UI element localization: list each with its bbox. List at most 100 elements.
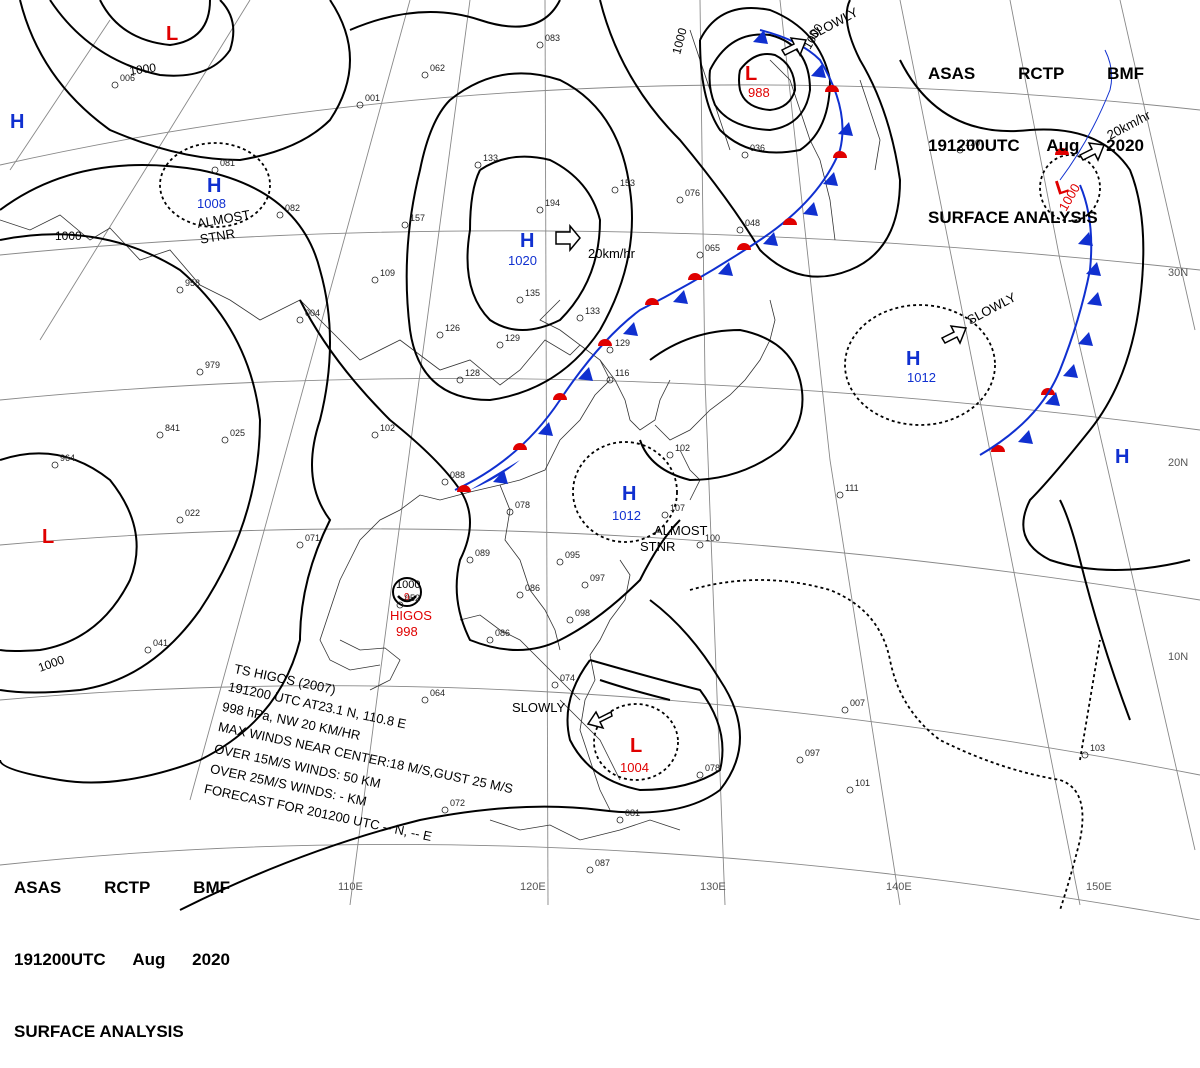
station-symbol <box>176 516 184 524</box>
station-symbol <box>474 161 482 169</box>
station-symbol <box>144 646 152 654</box>
cold-front-triangle <box>538 422 553 436</box>
arrow-icon <box>940 325 968 345</box>
warm-front-semicircle <box>783 218 797 225</box>
station-symbol <box>436 331 444 339</box>
storm-isobar-value: 1000 <box>396 579 420 591</box>
warm-front-semicircles <box>457 85 1069 492</box>
cold-front-triangle <box>803 202 818 216</box>
station-pressure-value: 109 <box>380 268 395 278</box>
high-pressure-label: H <box>906 348 920 370</box>
station-pressure-value: 098 <box>575 608 590 618</box>
station-pressure-value: 101 <box>855 778 870 788</box>
cold-front-triangle <box>1018 430 1033 444</box>
low-pressure-label: L <box>42 526 54 548</box>
station-pressure-value: 135 <box>525 288 540 298</box>
station-pressure-value: 062 <box>430 63 445 73</box>
cold-front-triangle <box>1078 232 1093 246</box>
station-pressure-value: 129 <box>505 333 520 343</box>
cold-front-triangle <box>578 367 593 381</box>
station-symbol <box>796 756 804 764</box>
station-symbol <box>551 681 559 689</box>
station-pressure-value: 078 <box>705 763 720 773</box>
station-symbol <box>371 276 379 284</box>
title-agency: ASAS <box>928 64 976 83</box>
dashed-isobars <box>159 142 1101 911</box>
warm-front-semicircle <box>598 339 612 346</box>
low-pressure-value: 988 <box>748 85 770 100</box>
warm-front-semicircle <box>457 485 471 492</box>
station-pressure-value: 065 <box>705 243 720 253</box>
station-pressure-value: 133 <box>585 306 600 316</box>
station-pressure-value: 007 <box>850 698 865 708</box>
cold-front-triangle <box>1078 332 1093 346</box>
station-symbol <box>736 226 744 234</box>
station-symbol <box>396 601 404 609</box>
east-front <box>979 49 1113 456</box>
high-pressure-label: H <box>207 175 221 197</box>
station-symbol <box>741 151 749 159</box>
title-block-bottom-left: ASAS RCTP BMF 191200UTC Aug 2020 SURFACE ANA… <box>14 828 230 1068</box>
station-symbol <box>401 221 409 229</box>
isobars <box>0 0 1191 911</box>
low-pressure-value: 1004 <box>620 760 649 775</box>
station-pressure-value: 097 <box>805 748 820 758</box>
tropical-storm-symbol: 1000 9 HIGOS 998 <box>390 577 432 639</box>
station-symbol <box>196 368 204 376</box>
svg-text:140E: 140E <box>886 881 912 893</box>
station-symbol <box>371 431 379 439</box>
station-pressure-value: 086 <box>525 583 540 593</box>
station-pressure-value: 081 <box>625 808 640 818</box>
station-pressure-value: 088 <box>450 470 465 480</box>
high-pressure-value: 1012 <box>907 370 936 385</box>
title-month: Aug <box>132 950 166 969</box>
station-symbol <box>516 591 524 599</box>
station-pressure-value: 153 <box>620 178 635 188</box>
station-pressure-value: 133 <box>483 153 498 163</box>
warm-front-semicircle <box>688 273 702 280</box>
station-symbol <box>296 316 304 324</box>
graticule <box>0 0 1200 920</box>
station-symbol <box>456 376 464 384</box>
station-pressure-value: 036 <box>750 143 765 153</box>
station-pressure-value: 964 <box>60 453 75 463</box>
station-pressure-value: 004 <box>305 308 320 318</box>
station-symbol <box>676 196 684 204</box>
title-agency: ASAS <box>14 878 62 897</box>
title-year: 2020 <box>192 950 230 969</box>
warm-front-semicircle <box>1055 148 1069 155</box>
station-pressure-value: 116 <box>615 368 629 378</box>
station-pressure-value: 078 <box>515 500 530 510</box>
station-symbol <box>296 541 304 549</box>
station-symbol <box>661 511 669 519</box>
station-pressure-value: 086 <box>495 628 510 638</box>
station-pressure-value: 052 <box>405 593 420 603</box>
svg-text:1000: 1000 <box>55 229 82 243</box>
station-symbol <box>421 696 429 704</box>
svg-text:150E: 150E <box>1086 881 1112 893</box>
svg-text:10N: 10N <box>1168 651 1188 663</box>
station-pressure-value: 841 <box>165 423 180 433</box>
station-pressure-value: 095 <box>565 550 580 560</box>
station-pressure-value: 128 <box>465 368 480 378</box>
cold-front-triangle <box>763 232 778 246</box>
station-pressure-value: 129 <box>615 338 630 348</box>
station-pressure-value: 089 <box>475 548 490 558</box>
high-pressure-value: 1008 <box>197 196 226 211</box>
station-symbol <box>441 806 449 814</box>
high-pressure-value: 1020 <box>508 253 537 268</box>
station-pressure-value: 001 <box>365 93 380 103</box>
storm-name: HIGOS <box>390 608 432 623</box>
station-symbol <box>696 771 704 779</box>
high-pressure-label: H <box>1115 446 1129 468</box>
station-symbol <box>606 376 614 384</box>
title-block-top-right: ASAS RCTP BMF 191200UTC Aug 2020 SURFACE ANA… <box>928 14 1144 254</box>
station-pressure-value: 087 <box>595 858 610 868</box>
station-symbol <box>616 816 624 824</box>
weather-map: H 1020 H 1008 H 1012 H 1012 H H L 988 L … <box>0 0 1200 920</box>
station-pressure-value: 064 <box>430 688 445 698</box>
station-symbol <box>586 866 594 874</box>
station-symbol <box>666 451 674 459</box>
cold-front-triangle <box>838 122 853 136</box>
